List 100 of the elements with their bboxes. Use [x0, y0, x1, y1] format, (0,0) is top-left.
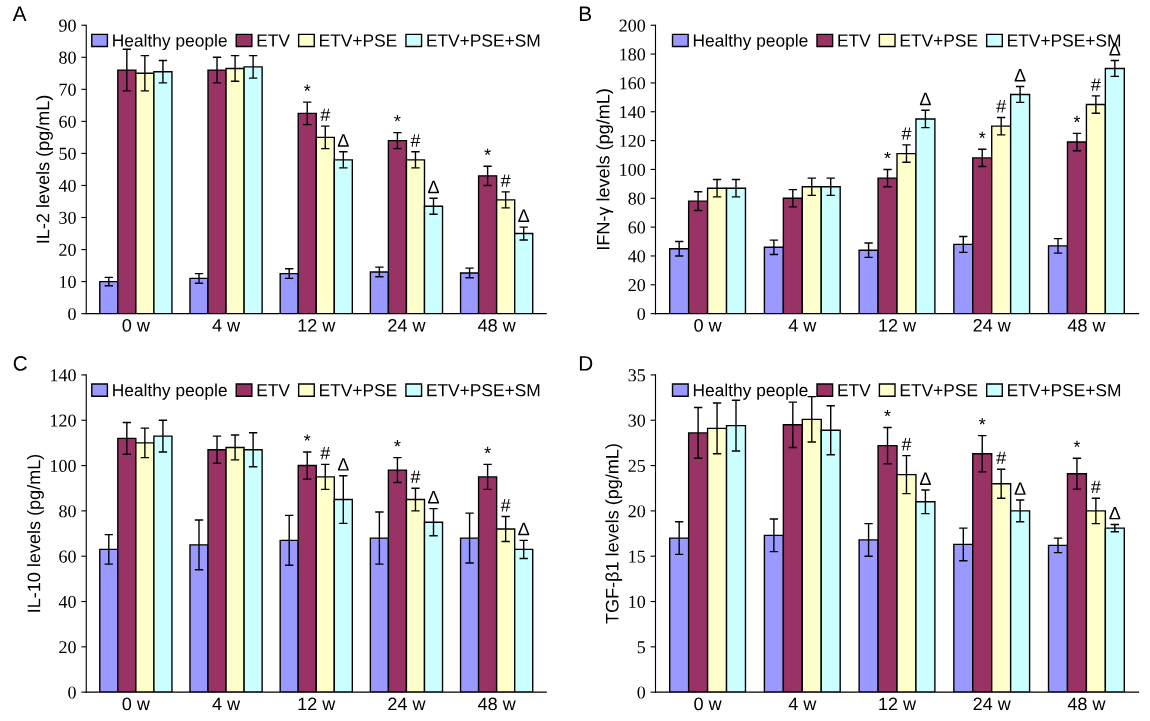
y-tick-label: 25 — [628, 459, 646, 472]
y-tick-label: 40 — [628, 250, 646, 263]
x-tick-label: 0 w — [694, 697, 722, 711]
x-tick-label: 48 w — [1067, 697, 1106, 711]
data-label: # — [1090, 78, 1101, 91]
x-tick-label: 12 w — [879, 318, 917, 332]
data-label: Δ — [337, 134, 349, 147]
legend-label: ETV — [838, 384, 871, 397]
y-tick-label: 120 — [51, 414, 76, 427]
y-tick-label: 15 — [629, 550, 646, 563]
y-axis-title: TGF-β1 levels (pg/mL) — [605, 444, 623, 624]
y-tick-label: 20 — [59, 641, 76, 654]
y-tick-label: 10 — [60, 275, 76, 289]
legend-label: ETV+PSE — [320, 384, 397, 397]
y-tick-label: 35 — [628, 369, 646, 382]
x-tick-label: 48 w — [477, 318, 516, 332]
y-tick-label: 30 — [628, 414, 646, 427]
x-tick-label: 48 w — [1067, 318, 1106, 332]
y-tick-label: 80 — [628, 192, 646, 205]
y-tick-label: 0 — [637, 307, 646, 321]
legend-label: ETV — [257, 384, 290, 397]
y-tick-label: 90 — [59, 19, 76, 32]
data-label: Δ — [428, 180, 439, 194]
x-tick-label: 4 w — [788, 697, 817, 711]
data-label: # — [320, 446, 331, 460]
y-tick-label: 80 — [59, 505, 76, 518]
legend-label: ETV — [838, 34, 871, 47]
data-label: * — [304, 84, 311, 91]
data-label: Δ — [428, 491, 439, 504]
data-label: # — [901, 127, 912, 140]
x-tick-label: 4 w — [212, 697, 241, 711]
y-tick-label: 60 — [628, 221, 646, 234]
y-tick-label: 0 — [68, 686, 76, 699]
data-label: * — [884, 409, 891, 417]
data-label: # — [410, 470, 421, 484]
x-tick-label: 4 w — [788, 319, 817, 332]
x-tick-label: 0 w — [122, 318, 150, 332]
data-label: Δ — [337, 458, 349, 471]
y-tick-label: 20 — [628, 505, 646, 518]
data-label: # — [410, 134, 421, 147]
x-tick-label: 0 w — [694, 318, 722, 332]
y-axis-title: IFN-γ levels (pg/mL) — [596, 89, 614, 250]
y-tick-label: 140 — [51, 369, 76, 382]
y-tick-label: 0 — [637, 686, 646, 699]
data-label: # — [500, 499, 511, 512]
x-tick-label: 24 w — [973, 697, 1011, 711]
data-label: * — [394, 440, 401, 447]
legend-label: ETV+PSE+SM — [427, 384, 540, 397]
y-tick-label: 100 — [620, 163, 646, 176]
y-tick-label: 60 — [59, 550, 76, 563]
legend-label: ETV+PSE — [900, 384, 978, 397]
x-tick-label: 24 w — [388, 697, 426, 711]
data-label: Δ — [919, 472, 931, 485]
data-label: * — [484, 148, 491, 156]
legend-label: Healthy people — [693, 383, 808, 400]
x-tick-label: 4 w — [212, 319, 241, 332]
chart-title: C — [13, 356, 27, 371]
data-label: * — [1073, 115, 1081, 123]
y-tick-label: 20 — [628, 279, 646, 292]
legend-label: ETV+PSE+SM — [427, 34, 540, 47]
y-tick-label: 40 — [58, 179, 76, 192]
chart-title: D — [579, 356, 593, 371]
y-tick-label: 160 — [620, 77, 646, 90]
data-label: * — [979, 418, 986, 425]
data-label: Δ — [1014, 68, 1026, 82]
y-tick-label: 200 — [619, 19, 646, 32]
y-tick-label: 120 — [620, 134, 646, 148]
y-tick-label: 60 — [59, 115, 76, 128]
data-label: # — [901, 438, 912, 451]
x-tick-label: 12 w — [298, 697, 336, 711]
y-tick-label: 0 — [68, 307, 76, 321]
data-label: * — [884, 151, 891, 159]
data-label: # — [500, 174, 511, 187]
x-tick-label: 24 w — [388, 318, 426, 332]
data-label: # — [1090, 480, 1101, 494]
data-label: Δ — [518, 209, 530, 222]
y-tick-label: 30 — [59, 211, 76, 224]
y-tick-label: 50 — [59, 147, 76, 160]
legend-label: Healthy people — [113, 33, 227, 51]
data-label: # — [320, 108, 331, 122]
legend-label: ETV — [257, 34, 290, 47]
y-tick-label: 140 — [620, 106, 646, 119]
y-tick-label: 70 — [59, 83, 76, 96]
y-tick-label: 10 — [629, 595, 646, 608]
data-label: * — [484, 446, 491, 454]
data-label: * — [1073, 440, 1081, 448]
legend-label: ETV+PSE — [900, 34, 978, 47]
data-label: # — [996, 100, 1007, 113]
x-tick-label: 12 w — [879, 697, 917, 711]
data-label: # — [996, 451, 1007, 465]
data-label: Δ — [919, 92, 931, 106]
legend-label: ETV+PSE+SM — [1008, 384, 1121, 397]
legend-label: ETV+PSE — [320, 34, 397, 47]
x-tick-label: 48 w — [477, 697, 516, 711]
data-label: * — [304, 434, 311, 441]
y-tick-label: 100 — [51, 459, 76, 472]
x-tick-label: 0 w — [122, 697, 150, 711]
data-label: * — [979, 131, 986, 139]
y-tick-label: 20 — [59, 243, 76, 256]
y-tick-label: 5 — [637, 641, 646, 654]
